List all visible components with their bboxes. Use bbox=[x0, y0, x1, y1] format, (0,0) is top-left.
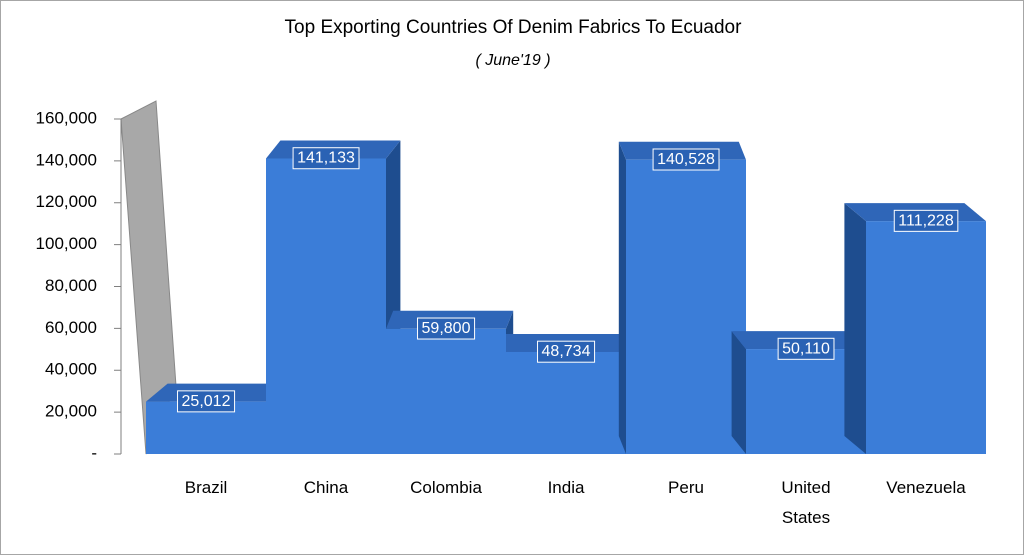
value-label: 25,012 bbox=[182, 393, 231, 410]
value-label: 48,734 bbox=[542, 343, 591, 360]
value-label: 59,800 bbox=[422, 320, 471, 337]
value-label-box bbox=[177, 390, 236, 413]
bar bbox=[506, 351, 626, 454]
y-tick-label: - bbox=[91, 443, 97, 462]
chart-subtitle: ( June'19 ) bbox=[475, 52, 550, 69]
value-label: 141,133 bbox=[297, 150, 355, 167]
bar bbox=[386, 328, 506, 454]
bar bbox=[266, 158, 386, 454]
y-tick-label: 160,000 bbox=[36, 108, 97, 127]
value-label-box bbox=[417, 317, 476, 340]
x-tick-label: Colombia bbox=[410, 478, 482, 497]
bar-side bbox=[844, 203, 866, 454]
x-tick-label: Peru bbox=[668, 478, 704, 497]
y-tick-label: 60,000 bbox=[45, 318, 97, 337]
y-tick-label: 120,000 bbox=[36, 192, 97, 211]
value-label: 111,228 bbox=[898, 212, 954, 229]
value-label-box bbox=[292, 147, 360, 170]
bar-side bbox=[618, 141, 626, 454]
value-label-box bbox=[777, 337, 835, 360]
bar-side bbox=[731, 331, 746, 454]
value-label: 50,110 bbox=[782, 340, 830, 357]
value-label-box bbox=[652, 148, 720, 171]
bar bbox=[866, 221, 986, 454]
value-label: 140,528 bbox=[657, 151, 715, 168]
y-tick-label: 140,000 bbox=[36, 150, 97, 169]
x-tick-label: Brazil bbox=[184, 478, 228, 497]
x-tick-label: Venezuela bbox=[886, 478, 966, 497]
value-label-box bbox=[893, 209, 959, 232]
y-tick-label: 20,000 bbox=[45, 402, 97, 421]
x-tick-label: India bbox=[547, 478, 585, 497]
x-tick-label: United States bbox=[781, 478, 831, 527]
chart-title: Top Exporting Countries Of Denim Fabrics… bbox=[285, 17, 743, 38]
x-tick-label: China bbox=[303, 478, 349, 497]
y-tick-label: 40,000 bbox=[45, 360, 97, 379]
value-label-box bbox=[537, 340, 596, 363]
bar bbox=[626, 159, 746, 454]
y-tick-label: 80,000 bbox=[45, 276, 97, 295]
y-tick-label: 100,000 bbox=[36, 234, 97, 253]
